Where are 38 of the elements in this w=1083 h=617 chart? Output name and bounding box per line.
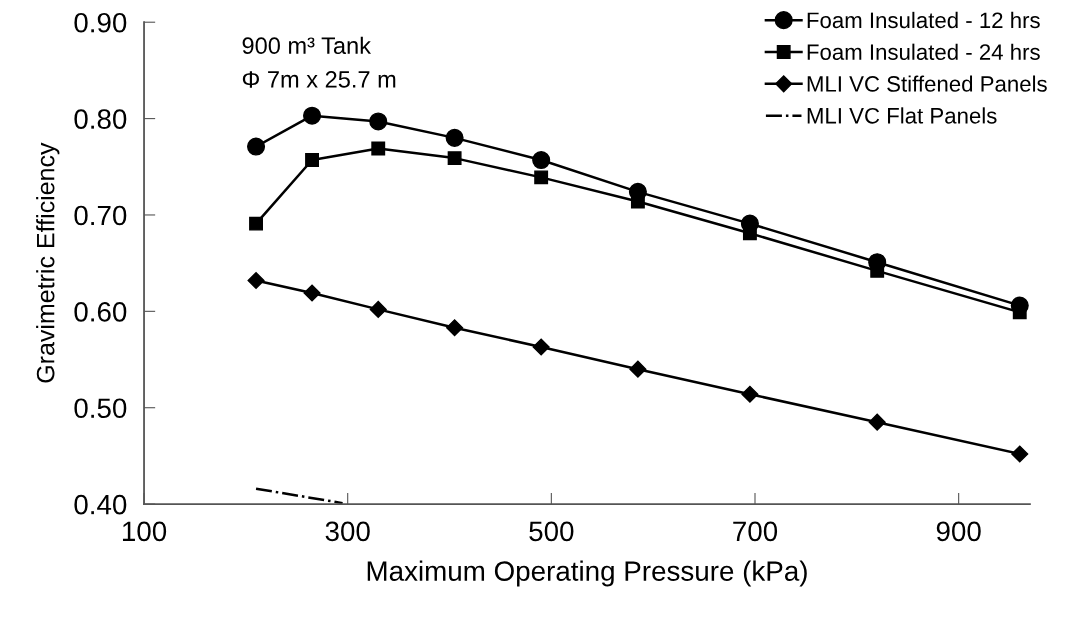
point — [249, 216, 263, 231]
legend-label: MLI VC Stiffened Panels — [807, 75, 1047, 92]
y-tick-label: 0.70 — [74, 205, 127, 226]
point — [247, 137, 266, 156]
point — [369, 300, 387, 318]
point — [305, 153, 319, 167]
x-tick-label: 300 — [325, 521, 370, 542]
point — [868, 413, 886, 431]
y-tick-label: 0.60 — [74, 302, 127, 322]
y-tick-label: 0.80 — [74, 109, 127, 129]
point — [1011, 445, 1029, 463]
point — [629, 360, 647, 378]
point — [247, 271, 265, 290]
y-tick-label: 0.90 — [74, 12, 127, 33]
point — [741, 385, 759, 403]
legend-label: MLI VC Flat Panels — [807, 107, 997, 124]
legend-label: Foam Insulated - 24 hrs — [807, 43, 1040, 60]
y-axis-title: Gravimetric Efficiency — [36, 142, 60, 383]
point — [371, 141, 386, 156]
point — [446, 319, 464, 337]
x-tick-label: 500 — [529, 521, 574, 542]
point — [532, 338, 550, 356]
annotation: Φ 7m x 25.7 m — [242, 71, 396, 88]
x-tick-label: 700 — [733, 521, 778, 542]
point — [303, 284, 321, 302]
x-tick-label: 900 — [936, 521, 981, 542]
point — [447, 151, 462, 166]
point — [303, 106, 322, 125]
legend-label: Foam Insulated - 12 hrs — [807, 11, 1040, 29]
point — [532, 151, 551, 170]
point — [369, 112, 388, 131]
x-tick-label: 100 — [122, 521, 167, 542]
point — [534, 170, 549, 185]
x-axis-title: Maximum Operating Pressure (kPa) — [367, 560, 807, 587]
y-tick-label: 0.50 — [74, 398, 127, 419]
y-tick-label: 0.40 — [74, 494, 127, 515]
point — [445, 128, 464, 147]
annotation: 900 m³ Tank — [242, 36, 372, 55]
